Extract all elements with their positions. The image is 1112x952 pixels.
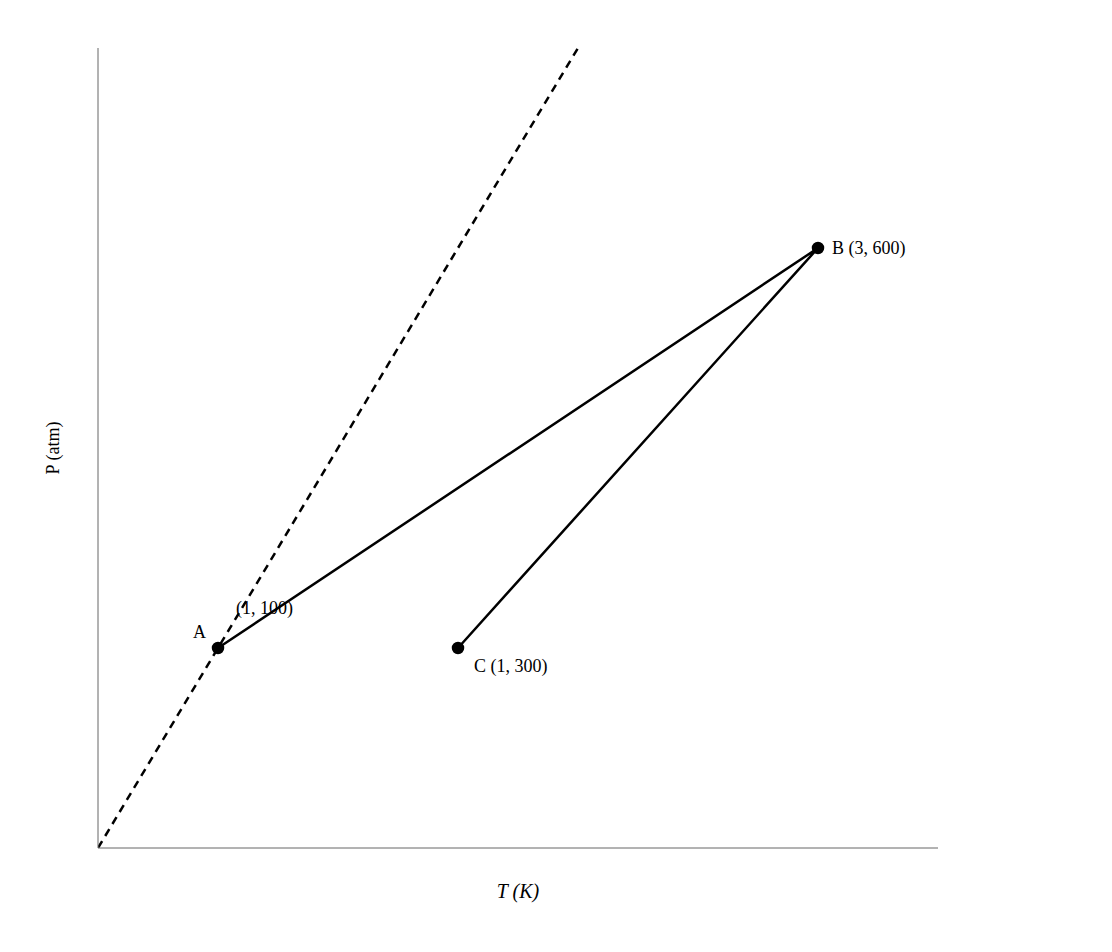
svg-text:P (atm): P (atm)	[43, 422, 64, 475]
svg-text:C (1, 300): C (1, 300)	[474, 656, 548, 677]
svg-text:A: A	[193, 622, 206, 642]
svg-text:(1, 100): (1, 100)	[236, 598, 293, 619]
svg-text:B (3, 600): B (3, 600)	[832, 238, 906, 259]
svg-text:T (K): T (K)	[497, 880, 540, 903]
